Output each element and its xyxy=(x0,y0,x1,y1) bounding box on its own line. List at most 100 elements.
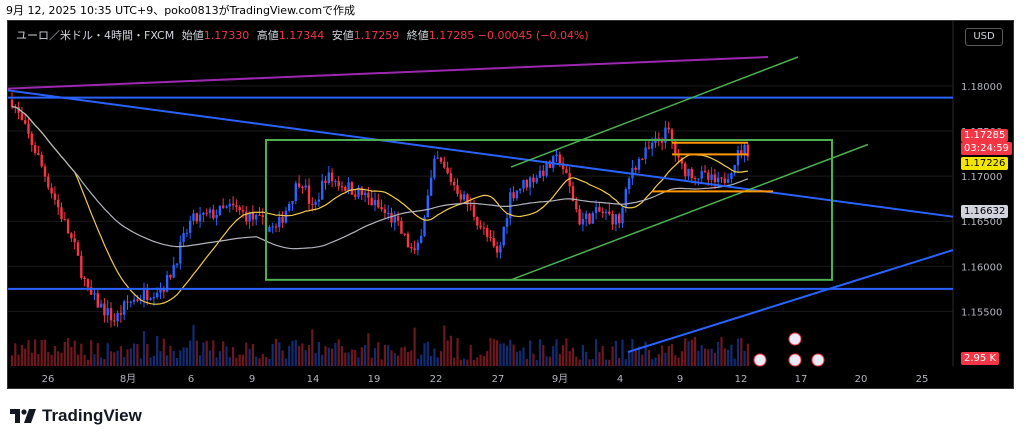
volume-bar xyxy=(545,356,548,366)
volume-bar xyxy=(476,357,479,366)
volume-bar xyxy=(57,351,60,366)
candle-body xyxy=(410,247,413,249)
candle-body xyxy=(53,193,57,200)
candle-body xyxy=(568,173,571,187)
candle-body xyxy=(83,277,86,280)
volume-bar xyxy=(697,350,700,366)
high-label: 高値 xyxy=(256,29,279,42)
candle-body xyxy=(327,172,330,184)
candle-body xyxy=(571,186,575,202)
volume-bar xyxy=(694,336,697,366)
candle-body xyxy=(218,205,222,216)
candle-body xyxy=(641,158,644,160)
candle-body xyxy=(212,209,215,219)
candle-body xyxy=(373,199,377,206)
volume-bar xyxy=(548,356,551,366)
volume-bar xyxy=(152,355,155,366)
candle-body xyxy=(512,192,515,199)
volume-bar xyxy=(90,340,93,366)
candle-body xyxy=(63,219,66,221)
low-label: 安値 xyxy=(331,29,354,42)
candle-body xyxy=(509,192,512,219)
volume-bar xyxy=(634,348,637,366)
candle-body xyxy=(746,144,750,157)
volume-bar xyxy=(532,353,535,366)
volume-bar xyxy=(710,348,713,366)
candle-body xyxy=(733,165,736,174)
volume-bar xyxy=(175,357,179,366)
volume-bar xyxy=(535,359,538,366)
volume-bar xyxy=(63,341,66,366)
volume-bar xyxy=(212,340,215,366)
candle-body xyxy=(684,163,687,177)
volume-bar xyxy=(522,347,525,366)
candle-body xyxy=(278,217,281,228)
currency-button[interactable]: USD xyxy=(965,28,1003,46)
volume-bar xyxy=(469,344,472,366)
volume-bar xyxy=(291,340,294,366)
candle-body xyxy=(618,214,621,224)
volume-bar xyxy=(496,340,499,366)
candle-body xyxy=(660,140,664,143)
volume-bar xyxy=(271,343,274,366)
volume-bar xyxy=(670,343,674,366)
candle-body xyxy=(413,248,416,251)
volume-bar xyxy=(604,359,608,366)
volume-bar xyxy=(720,337,723,366)
candle-body xyxy=(703,170,707,173)
volume-bar xyxy=(449,335,452,366)
volume-bar xyxy=(327,347,330,366)
candle-body xyxy=(146,290,149,301)
volume-bar xyxy=(225,346,228,366)
candle-body xyxy=(360,187,363,196)
volume-bar xyxy=(288,345,291,366)
candle-body xyxy=(525,179,528,188)
volume-bar xyxy=(677,357,680,366)
volume-bar xyxy=(10,355,14,366)
candle-body xyxy=(515,190,519,199)
volume-bar xyxy=(628,352,631,366)
volume-bar xyxy=(430,356,433,366)
volume-bar xyxy=(53,346,56,366)
close-label: 終値 xyxy=(406,29,429,42)
candle-body xyxy=(357,187,360,197)
volume-bar xyxy=(654,357,657,366)
candle-body xyxy=(720,177,723,179)
candle-body xyxy=(736,150,740,166)
candle-body xyxy=(182,233,185,242)
volume-bar xyxy=(337,339,340,366)
candle-body xyxy=(60,207,63,220)
chart-frame[interactable]: 1.180001.175001.170001.165001.160001.155… xyxy=(7,20,1014,389)
volume-bar xyxy=(479,354,482,366)
volume-bar xyxy=(169,345,172,366)
tradingview-logo[interactable]: TradingView xyxy=(10,406,142,426)
volume-bar xyxy=(133,343,136,366)
volume-bar xyxy=(20,344,23,366)
symbol-label: ユーロ／米ドル・4時間・FXCM xyxy=(16,29,175,42)
candle-body xyxy=(337,181,340,187)
open-value: 1.17330 xyxy=(203,29,250,42)
volume-bar xyxy=(205,340,208,366)
candle-body xyxy=(301,186,304,188)
volume-bar xyxy=(281,350,284,366)
volume-bar xyxy=(70,346,73,366)
volume-bar xyxy=(47,351,50,366)
volume-bar xyxy=(109,351,113,366)
volume-bar xyxy=(182,347,185,366)
candle-body xyxy=(205,212,208,214)
volume-bar xyxy=(598,352,601,366)
candle-body xyxy=(274,226,278,228)
candle-body xyxy=(314,201,317,205)
candle-body xyxy=(651,142,654,149)
candle-body xyxy=(40,154,43,167)
candle-body xyxy=(370,197,373,206)
volume-bar xyxy=(258,358,261,366)
candle-body xyxy=(674,141,677,155)
volume-bar xyxy=(142,331,146,366)
volume-bar xyxy=(608,359,611,366)
volume-bar xyxy=(509,339,512,366)
price-chart[interactable]: 1.180001.175001.170001.165001.160001.155… xyxy=(8,21,1013,388)
candle-body xyxy=(271,226,274,228)
volume-bar xyxy=(641,354,644,366)
volume-bar xyxy=(149,357,152,366)
